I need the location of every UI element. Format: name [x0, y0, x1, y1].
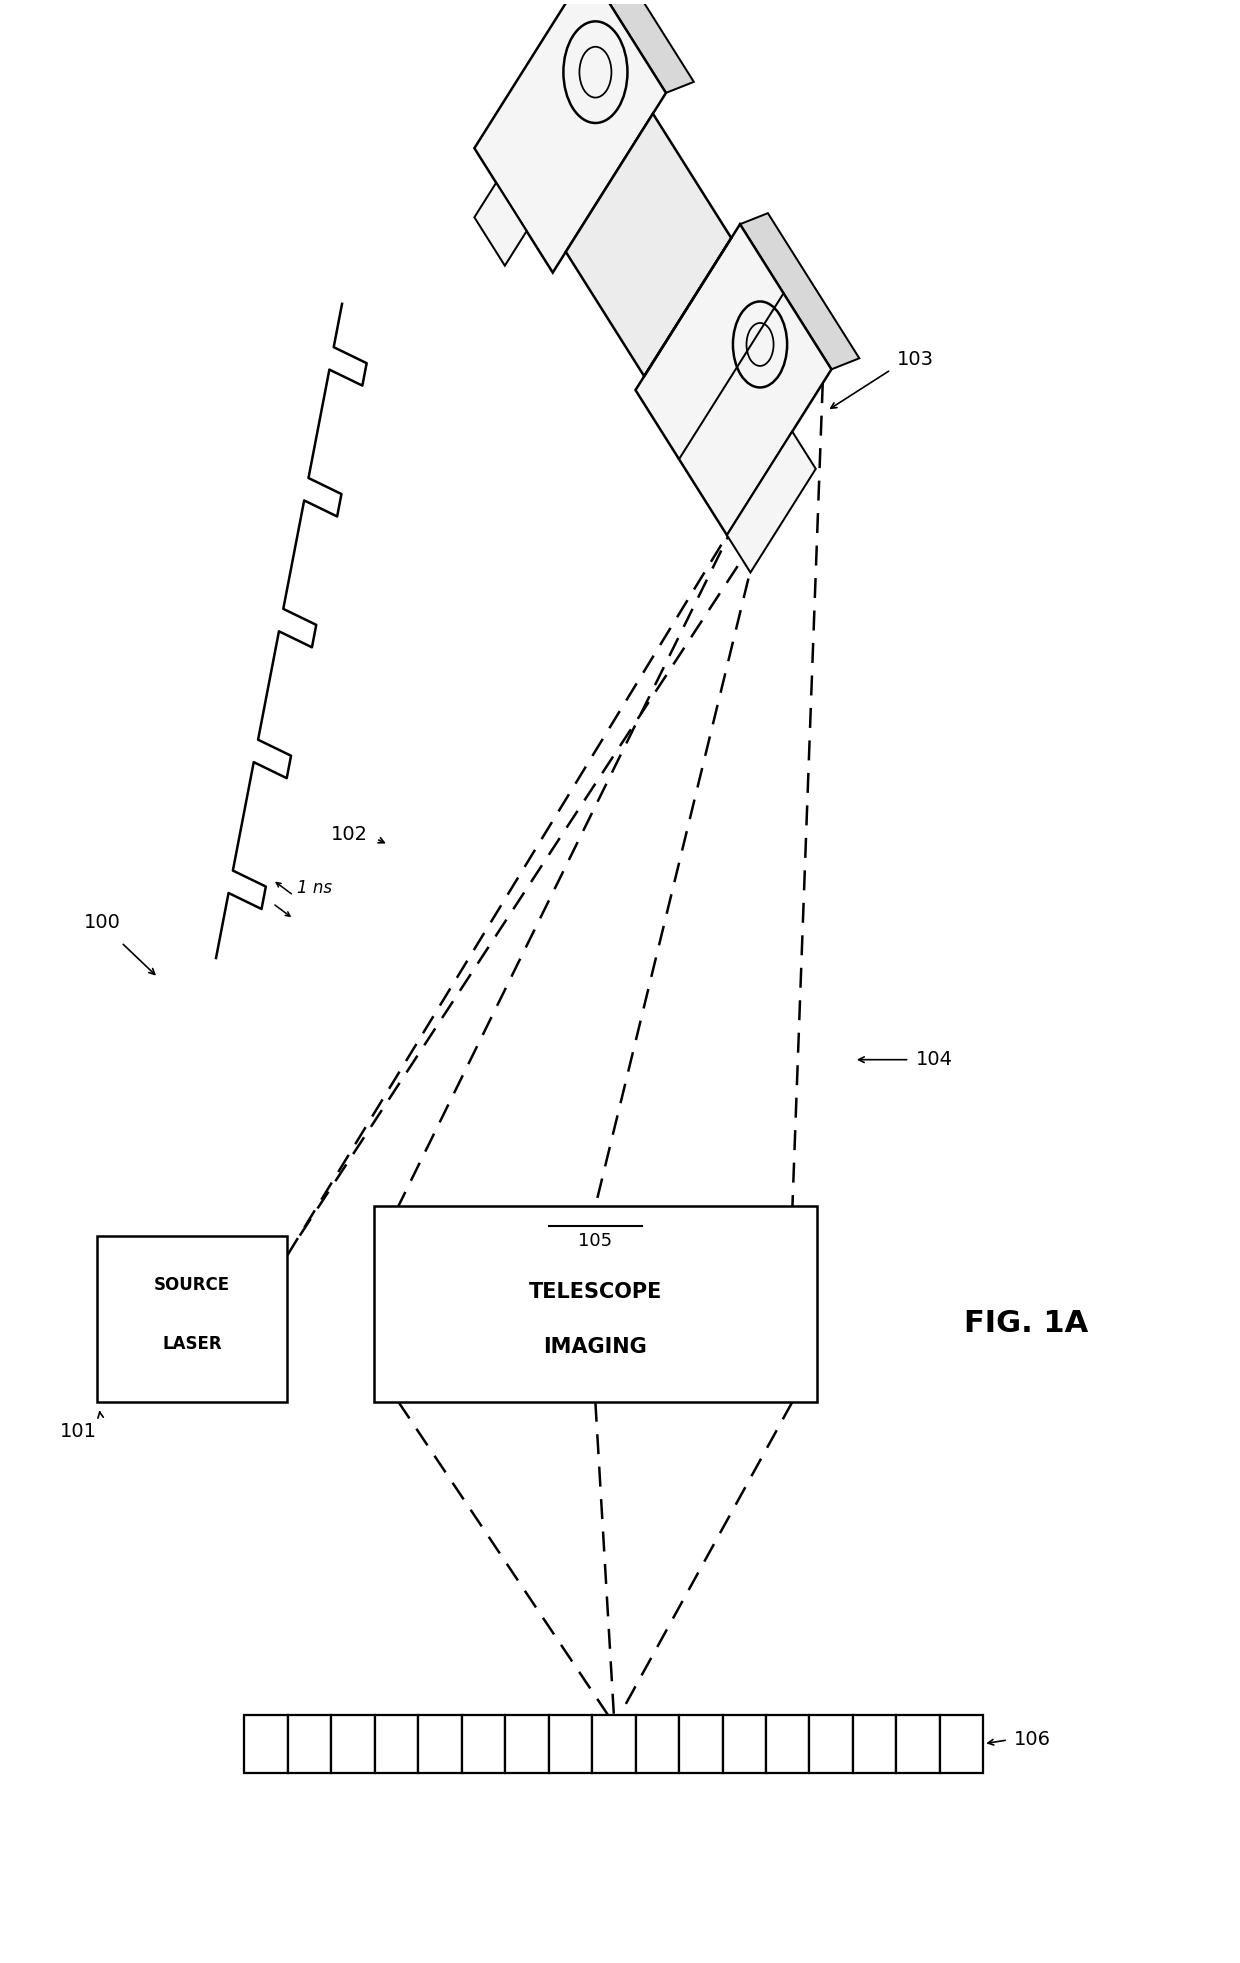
Polygon shape	[475, 0, 666, 273]
Bar	[940, 1714, 983, 1773]
Bar	[897, 1714, 940, 1773]
Text: LASER: LASER	[162, 1335, 222, 1353]
Bar	[374, 1714, 418, 1773]
Bar	[853, 1714, 897, 1773]
Text: 1 ns: 1 ns	[298, 879, 332, 897]
Bar	[505, 1714, 548, 1773]
Text: FIG. 1A: FIG. 1A	[965, 1309, 1089, 1339]
Text: 102: 102	[331, 824, 367, 844]
Text: SOURCE: SOURCE	[154, 1276, 231, 1294]
Polygon shape	[635, 224, 832, 536]
Text: 105: 105	[578, 1233, 613, 1250]
Bar	[810, 1714, 853, 1773]
Bar	[418, 1714, 461, 1773]
Bar	[244, 1714, 288, 1773]
Text: 106: 106	[1014, 1731, 1052, 1749]
Bar	[373, 1207, 817, 1402]
Bar	[97, 1235, 288, 1402]
Bar	[636, 1714, 680, 1773]
Bar	[461, 1714, 505, 1773]
Text: 103: 103	[897, 351, 934, 369]
Polygon shape	[565, 114, 732, 377]
Text: TELESCOPE: TELESCOPE	[528, 1282, 662, 1301]
Bar	[548, 1714, 593, 1773]
Bar	[288, 1714, 331, 1773]
Bar	[766, 1714, 810, 1773]
Polygon shape	[475, 183, 527, 265]
Text: IMAGING: IMAGING	[543, 1337, 647, 1356]
Text: 100: 100	[84, 913, 122, 932]
Bar	[331, 1714, 374, 1773]
Text: 104: 104	[915, 1050, 952, 1070]
Text: 101: 101	[60, 1421, 97, 1441]
Polygon shape	[740, 214, 859, 369]
Bar	[680, 1714, 723, 1773]
Polygon shape	[727, 432, 816, 573]
Bar	[723, 1714, 766, 1773]
Bar	[593, 1714, 636, 1773]
Polygon shape	[588, 0, 694, 92]
